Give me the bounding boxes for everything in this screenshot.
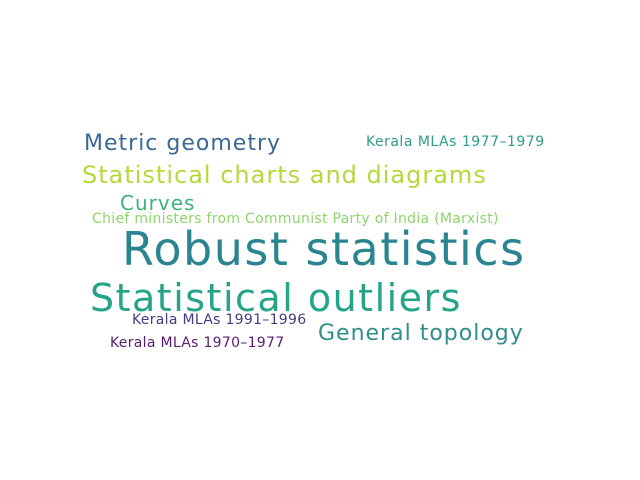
word-general-topology: General topology	[318, 321, 524, 346]
word-robust-statistics: Robust statistics	[122, 222, 526, 276]
word-chief-ministers-cpim: Chief ministers from Communist Party of …	[92, 211, 499, 227]
word-kerala-mlas-1970-1977: Kerala MLAs 1970–1977	[110, 335, 285, 351]
word-statistical-outliers: Statistical outliers	[90, 276, 462, 320]
word-curves: Curves	[120, 191, 196, 215]
word-kerala-mlas-1991-1996: Kerala MLAs 1991–1996	[132, 312, 307, 328]
word-statistical-charts-and-diagrams: Statistical charts and diagrams	[82, 161, 487, 189]
word-metric-geometry: Metric geometry	[84, 131, 282, 156]
word-kerala-mlas-1977-1979: Kerala MLAs 1977–1979	[366, 134, 545, 150]
